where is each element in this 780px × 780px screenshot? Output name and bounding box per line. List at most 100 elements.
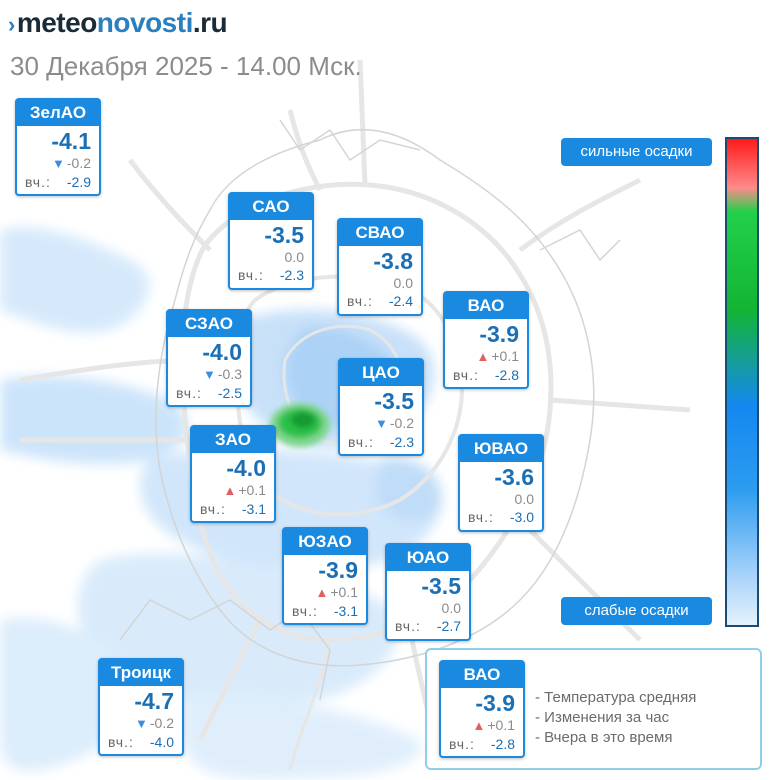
district-card-yuao[interactable]: ЮАО -3.5 0.0 вч.: -2.7 [385,543,471,641]
logo-mark-icon: › [8,12,15,37]
hourly-change: ▲ +0.1 [441,716,523,735]
yesterday-label: вч.: [449,736,475,752]
yesterday-value: -2.8 [490,736,515,752]
hourly-change-value: 0.0 [441,600,461,616]
district-name: ЗелАО [17,100,99,126]
district-card-yuvao[interactable]: ЮВАО -3.6 0.0 вч.: -3.0 [458,434,544,532]
average-temperature: -4.1 [51,128,91,154]
yesterday-value: -3.0 [509,509,534,525]
district-card-zao[interactable]: ЗАО -4.0 ▲ +0.1 вч.: -3.1 [190,425,276,523]
legend-descriptions: - Температура средняя - Изменения за час… [535,688,696,748]
yesterday-value: -2.7 [436,618,461,634]
yesterday-label: вч.: [108,734,134,750]
hourly-change: 0.0 [387,599,469,617]
district-name: ЗАО [192,427,274,453]
yesterday-label: вч.: [453,367,479,383]
yesterday-row: вч.: -2.7 [387,617,469,635]
hourly-change: 0.0 [460,490,542,508]
yesterday-row: вч.: -2.3 [230,266,312,284]
hourly-change-value: 0.0 [284,249,304,265]
district-card-vao[interactable]: ВАО -3.9 ▲ +0.1 вч.: -2.8 [443,291,529,389]
site-logo[interactable]: ›meteonovosti.ru [8,6,228,42]
yesterday-value: -4.0 [149,734,174,750]
average-temperature: -3.9 [479,321,519,347]
up-arrow-icon: ▲ [476,349,490,364]
down-arrow-icon: ▼ [203,367,216,382]
yesterday-value: -2.9 [66,174,91,190]
district-name: ЦАО [340,360,422,386]
page-subtitle: 30 Декабря 2025 - 14.00 Мск. [10,51,362,81]
yesterday-label: вч.: [348,434,374,450]
hourly-change-value: +0.1 [487,717,515,733]
average-temperature: -4.7 [134,688,174,714]
yesterday-label: вч.: [395,618,421,634]
district-card-svao[interactable]: СВАО -3.8 0.0 вч.: -2.4 [337,218,423,316]
yesterday-value: -3.1 [241,501,266,517]
down-arrow-icon: ▼ [52,156,65,171]
yesterday-label: вч.: [238,267,264,283]
legend-sample-card: ВАО -3.9 ▲ +0.1 вч.: -2.8 [439,660,525,758]
yesterday-label: вч.: [200,501,226,517]
yesterday-label: вч.: [176,385,202,401]
district-name: САО [230,194,312,220]
district-name: СВАО [339,220,421,246]
average-temperature: -3.5 [264,222,304,248]
logo-part-novosti: novosti [96,7,194,38]
average-temperature: -3.8 [373,248,413,274]
down-arrow-icon: ▼ [375,416,388,431]
district-name: Троицк [100,660,182,686]
hourly-change-value: +0.1 [491,348,519,364]
yesterday-row: вч.: -2.3 [340,433,422,451]
district-name: ЮВАО [460,436,542,462]
yesterday-label: вч.: [292,603,318,619]
yesterday-value: -2.5 [217,385,242,401]
yesterday-row: вч.: -2.8 [445,366,527,384]
precipitation-scale-bar [725,137,759,627]
hourly-change-value: -0.2 [66,155,91,171]
average-temperature: -3.5 [374,388,414,414]
district-card-yuzao[interactable]: ЮЗАО -3.9 ▲ +0.1 вч.: -3.1 [282,527,368,625]
yesterday-row: вч.: -3.1 [284,602,366,620]
yesterday-row: вч.: -2.5 [168,384,250,402]
hourly-change: ▼ -0.2 [100,714,182,733]
average-temperature: -3.6 [494,464,534,490]
down-arrow-icon: ▼ [135,716,148,731]
yesterday-label: вч.: [347,293,373,309]
yesterday-value: -2.8 [494,367,519,383]
legend-line-temperature: - Температура средняя [535,689,697,706]
average-temperature: -3.5 [421,573,461,599]
yesterday-row: вч.: -2.4 [339,292,421,310]
hourly-change-value: -0.2 [389,415,414,431]
up-arrow-icon: ▲ [315,585,329,600]
district-name: ВАО [441,662,523,688]
yesterday-row: вч.: -4.0 [100,733,182,751]
yesterday-value: -2.3 [279,267,304,283]
yesterday-row: вч.: -2.8 [441,735,523,753]
yesterday-row: вч.: -2.9 [17,173,99,191]
yesterday-value: -2.4 [388,293,413,309]
hourly-change-value: 0.0 [514,491,534,507]
logo-part-meteo: meteo [16,7,97,38]
hourly-change-value: +0.1 [238,482,266,498]
hourly-change: 0.0 [230,248,312,266]
district-card-troick[interactable]: Троицк -4.7 ▼ -0.2 вч.: -4.0 [98,658,184,756]
district-card-szao[interactable]: СЗАО -4.0 ▼ -0.3 вч.: -2.5 [166,309,252,407]
yesterday-value: -3.1 [333,603,358,619]
district-name: СЗАО [168,311,250,337]
hourly-change: ▲ +0.1 [445,347,527,366]
yesterday-row: вч.: -3.0 [460,508,542,526]
legend-line-change: - Изменения за час [535,709,670,726]
up-arrow-icon: ▲ [472,718,486,733]
up-arrow-icon: ▲ [223,483,237,498]
district-card-cao[interactable]: ЦАО -3.5 ▼ -0.2 вч.: -2.3 [338,358,424,456]
average-temperature: -4.0 [226,455,266,481]
district-card-sao[interactable]: САО -3.5 0.0 вч.: -2.3 [228,192,314,290]
average-temperature: -3.9 [475,690,515,716]
hourly-change: ▼ -0.3 [168,365,250,384]
district-card-zelao[interactable]: ЗелАО -4.1 ▼ -0.2 вч.: -2.9 [15,98,101,196]
yesterday-label: вч.: [25,174,51,190]
legend-line-yesterday: - Вчера в это время [535,729,673,746]
yesterday-value: -2.3 [389,434,414,450]
hourly-change-value: 0.0 [393,275,413,291]
scale-top-label: сильные осадки [561,138,712,166]
